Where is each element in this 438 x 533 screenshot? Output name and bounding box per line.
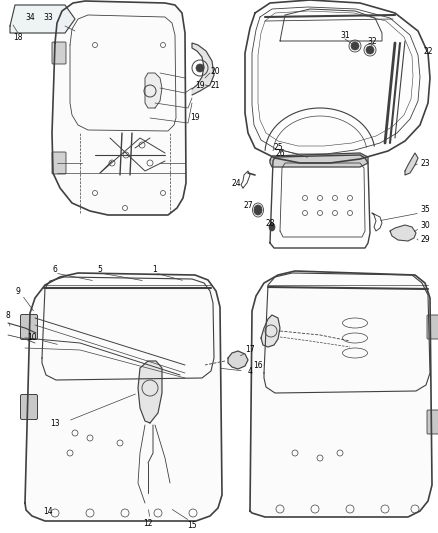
Text: 10: 10	[27, 334, 37, 343]
FancyBboxPatch shape	[52, 42, 66, 64]
Text: 25: 25	[273, 142, 283, 151]
Text: 16: 16	[253, 360, 263, 369]
Text: 27: 27	[243, 200, 253, 209]
Text: 13: 13	[50, 418, 60, 427]
Text: 17: 17	[245, 345, 255, 354]
Text: 18: 18	[13, 34, 23, 43]
Polygon shape	[250, 271, 432, 517]
Text: 32: 32	[367, 36, 377, 45]
Text: 9: 9	[16, 287, 21, 295]
Polygon shape	[192, 43, 214, 95]
Polygon shape	[138, 361, 162, 423]
Circle shape	[196, 64, 204, 72]
Text: 15: 15	[187, 521, 197, 529]
Polygon shape	[270, 155, 370, 248]
Text: 12: 12	[143, 519, 153, 528]
Text: 34: 34	[25, 13, 35, 22]
Text: 22: 22	[423, 46, 433, 55]
Polygon shape	[25, 273, 222, 521]
Text: 1: 1	[152, 264, 157, 273]
Polygon shape	[270, 153, 368, 167]
Polygon shape	[52, 1, 186, 215]
Polygon shape	[390, 225, 416, 241]
Text: 26: 26	[275, 149, 285, 158]
Text: 19: 19	[195, 80, 205, 90]
Ellipse shape	[269, 223, 275, 231]
Polygon shape	[245, 0, 430, 163]
Ellipse shape	[254, 205, 262, 215]
Polygon shape	[10, 5, 75, 33]
Text: 6: 6	[53, 264, 57, 273]
Text: 28: 28	[265, 219, 275, 228]
Polygon shape	[228, 351, 248, 369]
Text: 31: 31	[340, 30, 350, 39]
Text: 23: 23	[420, 158, 430, 167]
FancyBboxPatch shape	[21, 314, 38, 340]
FancyBboxPatch shape	[427, 315, 438, 339]
Text: 21: 21	[210, 80, 220, 90]
Text: 29: 29	[420, 236, 430, 245]
Polygon shape	[405, 153, 418, 175]
FancyBboxPatch shape	[52, 152, 66, 174]
Text: 19: 19	[190, 114, 200, 123]
Text: 35: 35	[420, 206, 430, 214]
Polygon shape	[145, 73, 162, 108]
Text: 20: 20	[210, 67, 220, 76]
Text: 4: 4	[247, 367, 252, 376]
Text: 14: 14	[43, 506, 53, 515]
FancyBboxPatch shape	[21, 394, 38, 419]
Text: 33: 33	[43, 13, 53, 22]
FancyBboxPatch shape	[427, 410, 438, 434]
Polygon shape	[261, 315, 280, 347]
Circle shape	[351, 42, 359, 50]
Text: 8: 8	[6, 311, 11, 319]
Text: 24: 24	[231, 179, 241, 188]
Circle shape	[366, 46, 374, 54]
Text: 5: 5	[98, 264, 102, 273]
Text: 30: 30	[420, 222, 430, 230]
